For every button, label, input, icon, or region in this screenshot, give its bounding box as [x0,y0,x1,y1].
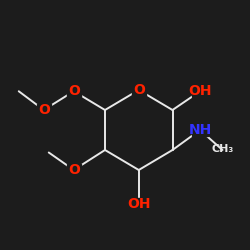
Text: O: O [133,83,145,97]
Bar [67,85,80,97]
Bar [192,85,208,97]
Bar [192,124,208,136]
Bar [131,198,147,210]
Text: O: O [68,84,80,98]
Bar [67,164,80,176]
Text: NH: NH [188,123,212,137]
Bar [37,104,51,116]
Bar [132,84,146,96]
Text: O: O [38,103,50,117]
Text: OH: OH [127,197,150,211]
Text: CH₃: CH₃ [212,144,234,154]
Text: OH: OH [188,84,212,98]
Text: O: O [68,163,80,177]
